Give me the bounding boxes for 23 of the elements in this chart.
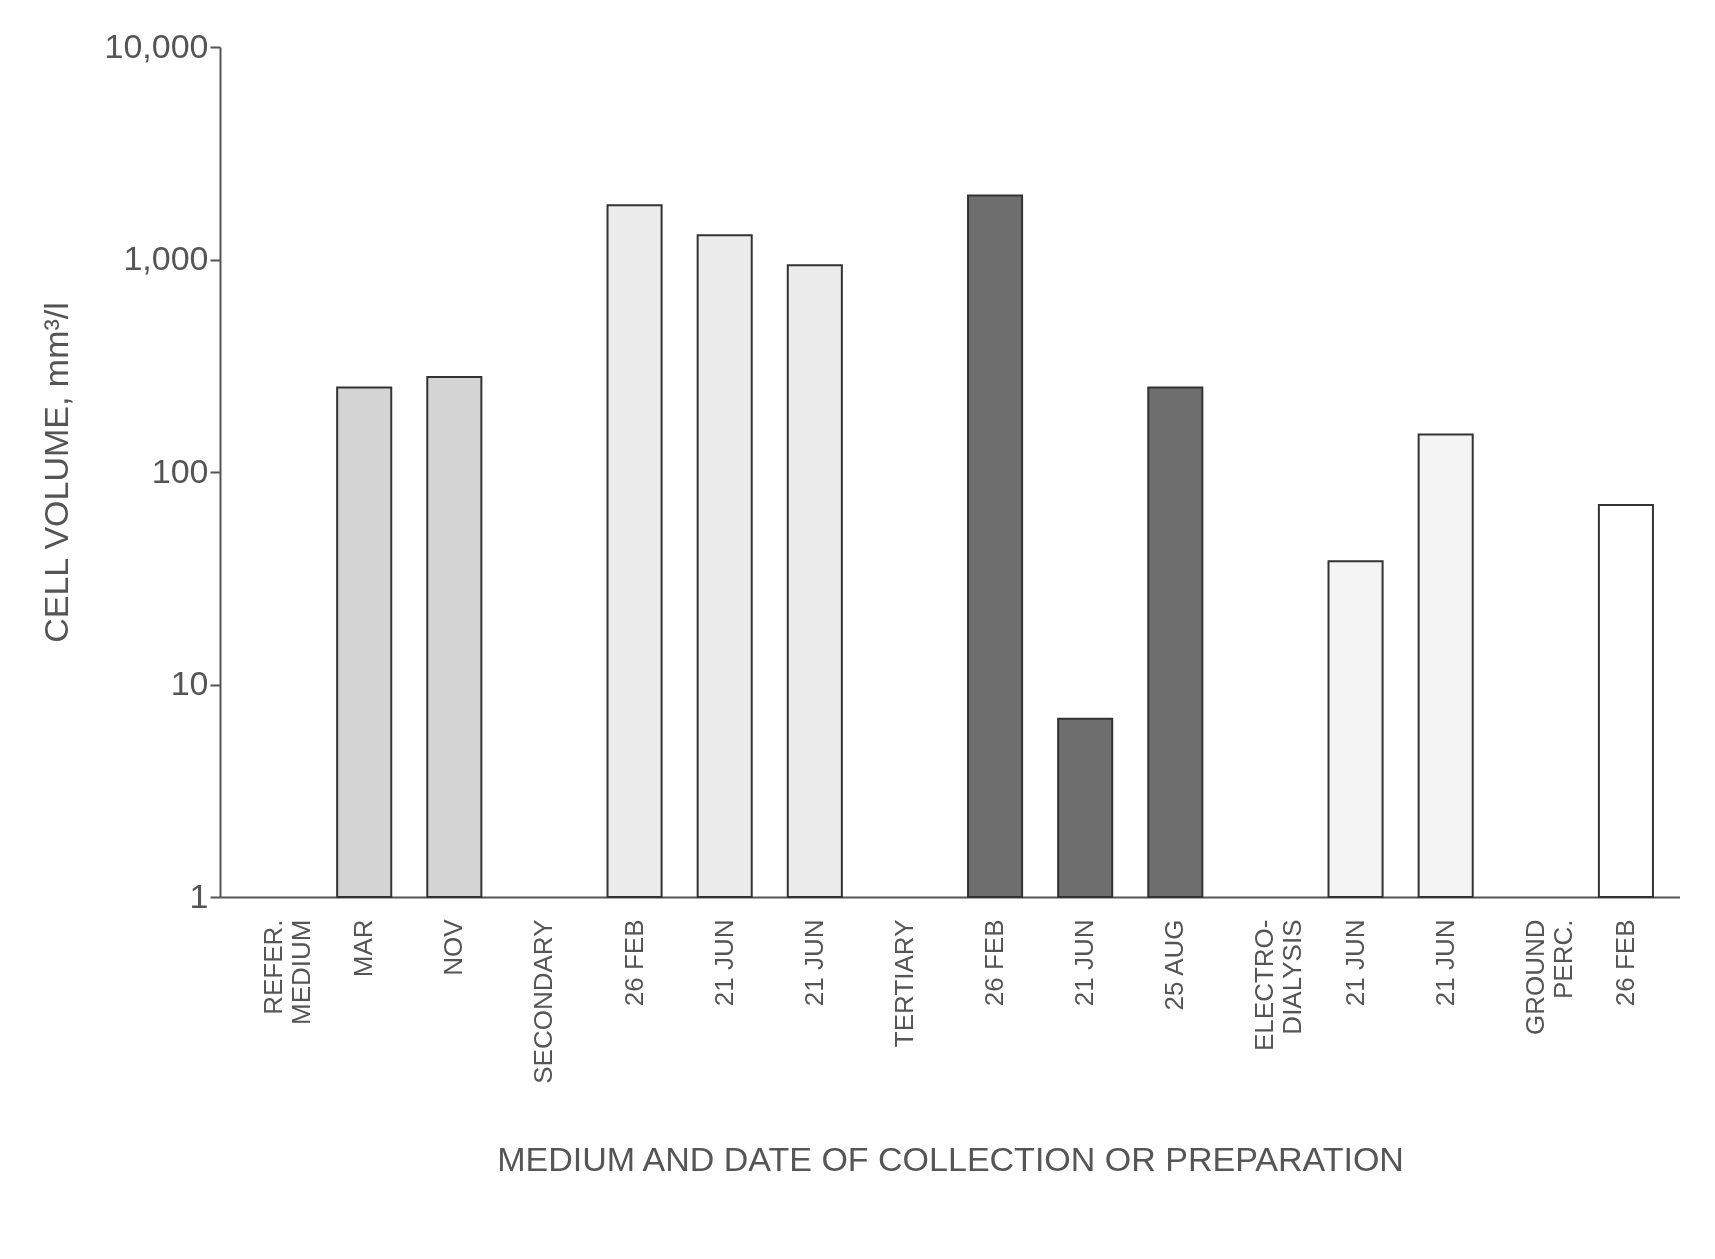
x-tick-label: GROUND PERC. <box>1519 919 1578 1036</box>
x-tick-label: REFER. MEDIUM <box>258 919 317 1025</box>
x-tick-label: 21 JUN <box>798 919 829 1007</box>
x-tick-label: 26 FEB <box>618 919 649 1007</box>
y-tick-label: 1,000 <box>123 239 209 277</box>
x-tick-label: 21 JUN <box>708 919 739 1007</box>
x-tick-label: 21 JUN <box>1429 919 1460 1007</box>
x-tick-label: 26 FEB <box>979 919 1010 1007</box>
x-tick-label: TERTIARY <box>888 919 919 1048</box>
x-axis-title: MEDIUM AND DATE OF COLLECTION OR PREPARATION <box>497 1139 1404 1178</box>
y-tick-label: 100 <box>151 451 209 490</box>
x-tick-label: 26 FEB <box>1609 919 1640 1007</box>
x-tick-label: 25 AUG <box>1159 919 1190 1011</box>
y-axis-title: CELL VOLUME, mm³/l <box>36 302 75 643</box>
x-tick-label: MAR <box>348 919 379 978</box>
y-tick-label: 1 <box>189 876 209 915</box>
x-tick-label: SECONDARY <box>528 919 559 1084</box>
x-tick-label: NOV <box>438 918 469 976</box>
x-tick-label: ELECTRO- DIALYSIS <box>1249 919 1308 1051</box>
x-tick-label: 21 JUN <box>1339 919 1370 1007</box>
y-tick-label: 10 <box>170 664 209 702</box>
y-tick-label: 10,000 <box>104 26 209 65</box>
x-tick-label: 21 JUN <box>1069 919 1100 1007</box>
